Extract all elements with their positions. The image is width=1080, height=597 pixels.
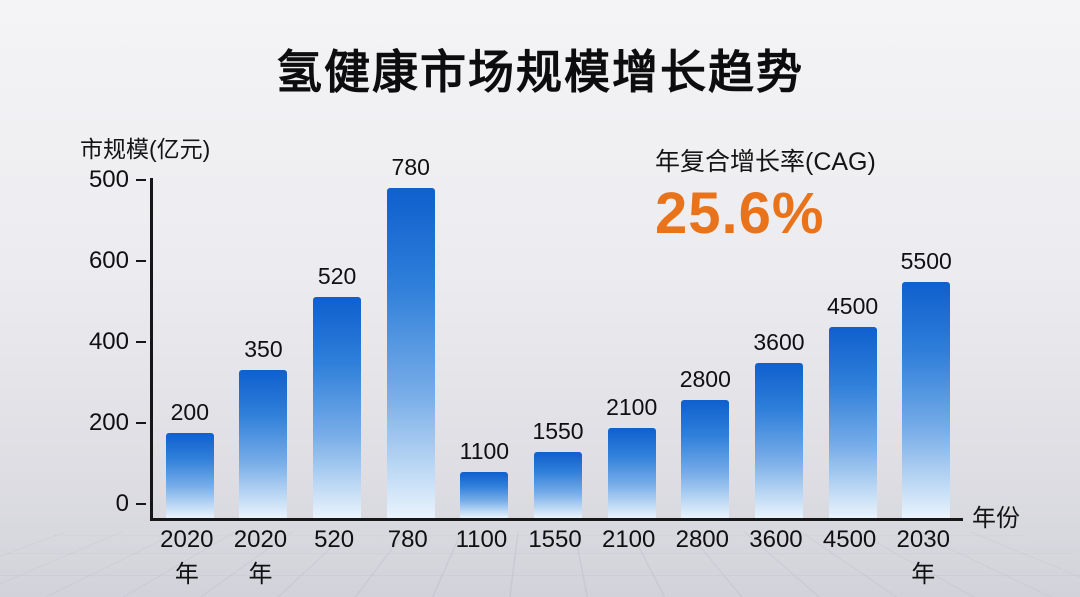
bar — [754, 363, 803, 518]
bar — [534, 452, 583, 518]
y-tick: 0 — [60, 490, 146, 518]
y-axis-title: 市规模(亿元) — [80, 136, 211, 162]
bar-value-label: 1550 — [532, 418, 584, 444]
y-tick-mark — [136, 260, 146, 262]
bar-column: 5500 — [889, 248, 963, 518]
x-tick-label: 2020年 — [233, 526, 288, 588]
bar — [313, 297, 362, 518]
y-tick-label: 600 — [88, 247, 129, 274]
y-tick-label: 500 — [88, 166, 129, 193]
y-tick: 500 — [60, 166, 146, 194]
bar-value-label: 1100 — [459, 438, 510, 464]
x-tick-label: 520 — [314, 526, 355, 553]
y-tick: 200 — [60, 409, 146, 437]
bar-column: 2100 — [595, 394, 669, 518]
bar-value-label: 5500 — [900, 248, 952, 274]
bar-value-label: 520 — [317, 263, 357, 289]
bar — [386, 188, 435, 518]
bar-value-label: 780 — [391, 154, 430, 180]
y-tick: 600 — [60, 247, 146, 275]
page-title: 氢健康市场规模增长趋势 — [276, 46, 804, 98]
x-tick-label: 2800 — [675, 526, 729, 553]
bar-column: 3600 — [742, 329, 816, 518]
x-tick-label: 2100 — [601, 526, 656, 553]
bar-value-label: 3600 — [753, 329, 805, 355]
bars-row: 200 350 520 780 1100 1550 2100 2800 3600 4500 5500 — [153, 154, 963, 518]
x-tick-label: 2020年 — [160, 526, 214, 588]
y-tick-mark — [136, 179, 146, 181]
bar — [460, 472, 509, 518]
y-tick-label: 0 — [115, 490, 129, 517]
bar — [165, 433, 214, 518]
cagr-value: 25.6% — [655, 181, 825, 246]
bar-value-label: 200 — [170, 399, 209, 425]
bar-column: 2800 — [668, 366, 742, 518]
bar-column: 1550 — [521, 418, 595, 518]
bar-column: 4500 — [816, 293, 890, 518]
bar-value-label: 2100 — [606, 394, 658, 420]
y-tick-mark — [136, 503, 146, 505]
x-tick-label: 2030年 — [896, 526, 950, 588]
bar — [239, 370, 288, 518]
bar — [902, 282, 951, 518]
x-tick-label: 780 — [387, 526, 428, 553]
bar-column: 780 — [374, 154, 448, 518]
y-axis-ticks: 500 600 400 200 0 — [60, 166, 146, 518]
bar-column: 520 — [300, 263, 374, 518]
cagr-annotation: 年复合增长率(CAG) 25.6% — [655, 142, 876, 247]
bar-value-label: 4500 — [827, 293, 879, 319]
bar-column: 1100 — [448, 438, 522, 518]
bar-value-label: 350 — [244, 336, 283, 362]
x-tick-label: 3600 — [749, 526, 803, 553]
x-tick-label: 1550 — [528, 526, 582, 553]
x-axis-ticks: 2020年 2020年 520 780 1100 1550 2100 2800 3600 4500… — [150, 526, 960, 589]
y-tick-label: 200 — [88, 409, 129, 436]
x-axis-label: 年份 — [972, 505, 1020, 532]
x-tick-label: 4500 — [822, 526, 877, 553]
y-tick-mark — [136, 341, 146, 343]
chart-plot-area: 200 350 520 780 1100 1550 2100 2800 3600 4500 5500 — [150, 154, 963, 521]
bar-value-label: 2800 — [679, 366, 731, 392]
bar — [828, 327, 877, 518]
x-tick-label: 1100 — [455, 526, 508, 553]
y-tick-mark — [136, 422, 146, 424]
bar — [681, 400, 730, 518]
bar-column: 350 — [227, 336, 301, 518]
cagr-label: 年复合增长率(CAG) — [655, 148, 876, 176]
bar — [607, 428, 656, 518]
bar-column: 200 — [153, 399, 227, 518]
y-tick-label: 400 — [88, 328, 129, 355]
y-tick: 400 — [60, 328, 146, 356]
